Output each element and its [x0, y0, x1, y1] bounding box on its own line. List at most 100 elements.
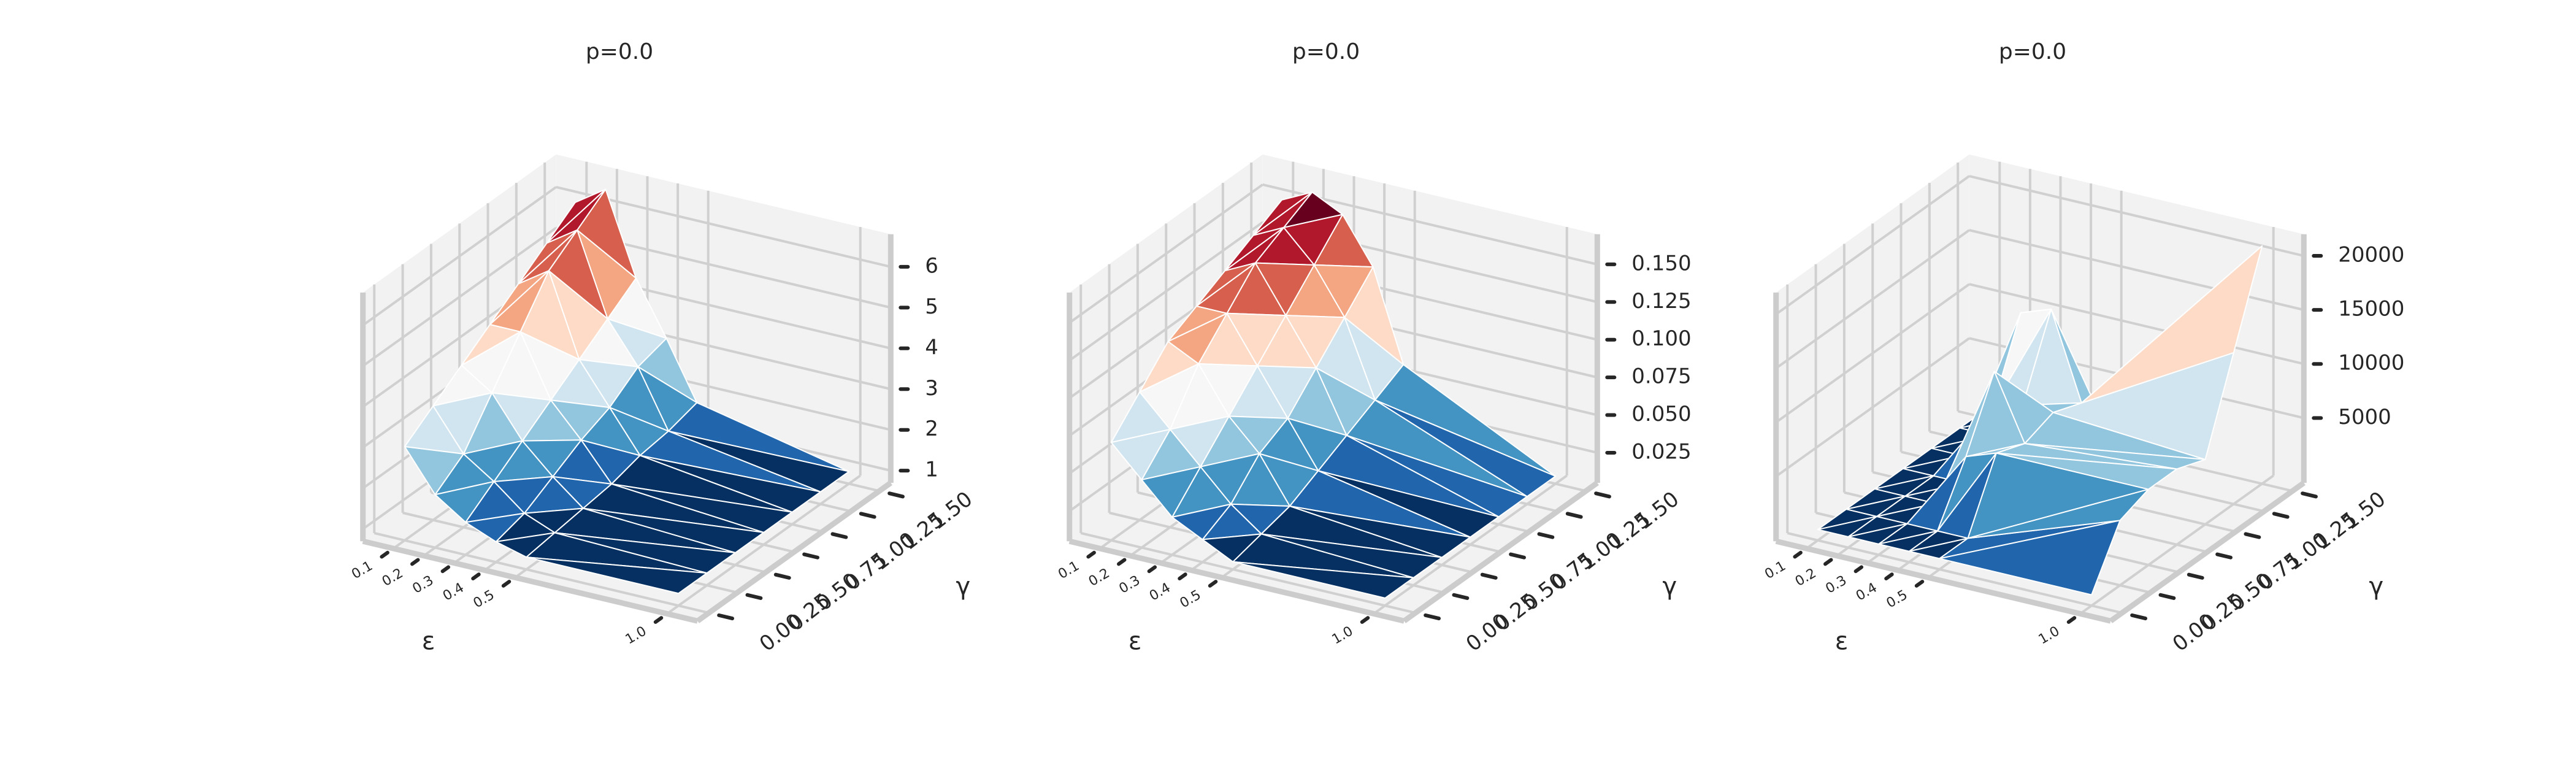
y-tick-mark	[2272, 512, 2290, 519]
z-tick-label: 2	[925, 417, 938, 441]
x-tick-mark	[2066, 616, 2077, 624]
x-tick-mark	[410, 558, 420, 566]
z-tick-label: 0.100	[1631, 326, 1691, 351]
x-tick-label: 1.0	[623, 623, 650, 647]
subplot: p=0.00.1 0.2 0.3 0.4 0.51.0 0.000.250.500.751…	[1056, 39, 1691, 656]
x-axis-label: ε	[422, 627, 435, 655]
axis-line	[360, 234, 894, 624]
y-tick-mark	[1509, 552, 1526, 560]
axis-line	[1067, 234, 1600, 624]
x-tick-label: 0.2	[1793, 566, 1819, 590]
subplot: p=0.00.1 0.2 0.3 0.4 0.51.0 0.000.250.500.751…	[349, 39, 977, 656]
x-tick-label: 0.5	[471, 587, 497, 611]
x-axis-label: ε	[1129, 627, 1142, 655]
y-axis-label: γ	[2369, 572, 2383, 601]
surface-face	[526, 556, 708, 594]
surface-face	[1141, 466, 1202, 518]
z-tick-label: 15000	[2338, 297, 2404, 321]
axis-line	[1773, 234, 2307, 624]
x-tick-mark	[1117, 558, 1127, 566]
y-tick-mark	[2158, 593, 2176, 600]
z-tick-label: 20000	[2338, 243, 2404, 267]
y-grid-line	[373, 284, 710, 614]
y-tick-mark	[2301, 491, 2318, 499]
y-tick-mark	[1452, 593, 1470, 600]
z-tick-label: 5	[925, 294, 938, 319]
z-tick-label: 4	[925, 335, 938, 360]
y-tick-mark	[1537, 532, 1555, 539]
y-tick-mark	[802, 552, 819, 560]
z-tick-label: 1	[925, 458, 938, 482]
y-tick-mark	[1565, 512, 1583, 519]
x-tick-mark	[1178, 572, 1187, 581]
surface-face	[1232, 561, 1414, 599]
x-tick-label: 0.4	[1147, 580, 1173, 604]
x-tick-mark	[1360, 616, 1370, 624]
x-tick-mark	[1793, 550, 1803, 559]
surface-face	[1847, 523, 1908, 545]
x-tick-label: 0.1	[1056, 558, 1082, 582]
y-tick-mark	[1594, 491, 1611, 499]
y-grid-line	[1786, 284, 2123, 614]
x-tick-label: 0.4	[1853, 580, 1880, 604]
x-tick-mark	[1208, 580, 1218, 588]
x-tick-mark	[1853, 565, 1864, 574]
surface-face	[434, 480, 495, 523]
z-tick-label: 0.150	[1631, 251, 1691, 275]
surface-face	[1110, 428, 1171, 481]
x-tick-label: 0.3	[1116, 573, 1143, 597]
x-tick-mark	[380, 550, 389, 559]
x-tick-label: 0.2	[380, 566, 406, 590]
y-tick-mark	[1424, 613, 1441, 621]
z-grid-line	[1775, 175, 2304, 315]
surface-face	[1878, 530, 1938, 552]
subplot-title: p=0.0	[1292, 39, 1360, 64]
y-tick-mark	[859, 512, 876, 519]
y-tick-mark	[2187, 572, 2204, 580]
z-tick-label: 0.025	[1631, 439, 1691, 464]
z-tick-label: 0.075	[1631, 364, 1691, 389]
x-tick-label: 1.0	[2036, 623, 2063, 647]
x-tick-label: 0.1	[1762, 558, 1788, 582]
surface-face	[465, 512, 525, 543]
surface-face	[1171, 503, 1232, 540]
x-tick-label: 0.3	[410, 573, 436, 597]
x-tick-mark	[1086, 550, 1096, 559]
y-tick-mark	[745, 593, 763, 600]
subplot-title: p=0.0	[586, 39, 653, 64]
x-tick-label: 0.1	[349, 558, 375, 582]
z-grid-line	[1775, 283, 2304, 424]
z-tick-label: 6	[925, 253, 938, 278]
x-axis-label: ε	[1835, 627, 1849, 655]
x-tick-label: 1.0	[1330, 623, 1356, 647]
y-tick-mark	[1480, 572, 1498, 580]
z-tick-label: 10000	[2338, 351, 2404, 375]
y-grid-line	[1079, 284, 1416, 614]
y-tick-mark	[2244, 532, 2261, 539]
z-grid-line	[362, 185, 891, 326]
y-tick-mark	[717, 613, 735, 621]
z-tick-label: 0.050	[1631, 402, 1691, 426]
y-tick-mark	[887, 491, 905, 499]
x-tick-mark	[653, 616, 664, 624]
surface-face	[1817, 515, 1877, 537]
y-tick-mark	[773, 572, 791, 580]
x-tick-label: 0.2	[1086, 566, 1113, 590]
x-tick-mark	[1823, 558, 1833, 566]
surface-face	[1967, 488, 2149, 539]
x-tick-mark	[440, 565, 451, 574]
x-tick-label: 0.4	[440, 580, 467, 604]
surface-face	[1995, 452, 2178, 490]
x-tick-mark	[1914, 580, 1925, 588]
subplot: p=0.00.1 0.2 0.3 0.4 0.51.0 0.000.250.500.751…	[1762, 39, 2404, 656]
y-tick-mark	[2215, 552, 2233, 560]
subplot-title: p=0.0	[1999, 39, 2066, 64]
surface-face	[2052, 352, 2234, 460]
y-tick-mark	[830, 532, 848, 539]
x-tick-mark	[501, 580, 512, 588]
x-tick-mark	[471, 572, 481, 581]
surface-face	[1939, 520, 2121, 596]
z-tick-label: 3	[925, 376, 938, 401]
y-axis-label: γ	[1662, 572, 1677, 601]
